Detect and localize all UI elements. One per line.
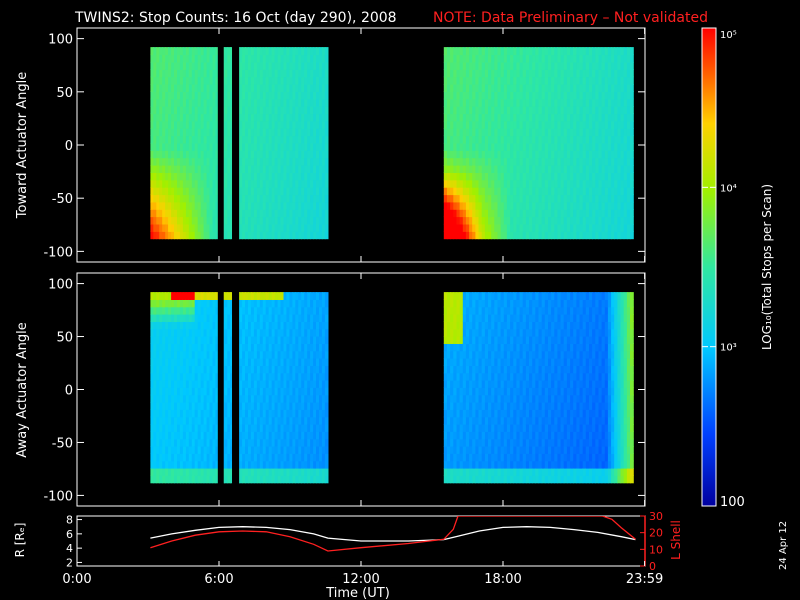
- radius-tick-label: 6: [66, 528, 73, 541]
- lshell-tick-label: 10: [649, 543, 663, 556]
- ytick-label: -50: [52, 436, 73, 451]
- lshell-tick-label: 0: [649, 560, 656, 573]
- colorbar-label: LOG₁₀(Total Stops per Scan): [760, 184, 774, 350]
- ytick-label: -100: [43, 245, 73, 260]
- colorbar-ticks: 10⁵ 10⁴ 10³ 100: [702, 27, 745, 510]
- time-tick-label: 18:00: [484, 572, 521, 587]
- colorbar-tick-label: 10⁴: [720, 183, 737, 194]
- ytick-label: 100: [48, 278, 73, 293]
- away-actuator-heatmap: 100 50 0 -50 -100: [43, 272, 646, 507]
- chart-title: TWINS2: Stop Counts: 16 Oct (day 290), 2…: [74, 10, 397, 26]
- toward-actuator-heatmap: 100 50 0 -50 -100: [43, 27, 646, 263]
- time-tick-label: 0:00: [62, 572, 91, 587]
- radius-tick-label: 4: [66, 542, 73, 555]
- ytick-label: 0: [65, 139, 73, 154]
- data-gap: [217, 29, 224, 261]
- radius-tick-label: 8: [66, 514, 73, 527]
- time-axis-label: Time (UT): [325, 586, 390, 600]
- time-tick-label: 6:00: [204, 572, 233, 587]
- colorbar: [701, 27, 717, 507]
- time-tick-label: 12:00: [342, 572, 379, 587]
- data-gap: [232, 274, 240, 505]
- colorbar-tick-label: 10³: [720, 343, 737, 354]
- ytick-label: 0: [65, 384, 73, 399]
- data-gap: [232, 29, 240, 261]
- colorbar-tick-label: 100: [720, 495, 745, 510]
- ytick-label: 100: [48, 33, 73, 48]
- lshell-line: [150, 516, 636, 552]
- colorbar-tick-label: 10⁵: [720, 30, 737, 41]
- time-axis: 0:00 6:00 12:00 18:00 23:59: [62, 572, 663, 587]
- ytick-label: 50: [56, 86, 73, 101]
- lshell-tick-label: 30: [649, 510, 663, 523]
- radius-line: [150, 526, 636, 542]
- time-tick-label: 23:59: [626, 572, 663, 587]
- away-ylabel: Away Actuator Angle: [15, 322, 30, 457]
- toward-ylabel: Toward Actuator Angle: [15, 72, 30, 219]
- lshell-tick-label: 20: [649, 527, 663, 540]
- generation-date: 24 Apr 12: [778, 521, 789, 570]
- ytick-label: 50: [56, 331, 73, 346]
- preliminary-note: NOTE: Data Preliminary – Not validated: [433, 10, 708, 26]
- ytick-label: -100: [43, 489, 73, 504]
- data-gap: [217, 274, 224, 505]
- away-cells: [150, 292, 634, 484]
- ytick-label: -50: [52, 192, 73, 207]
- radius-ylabel: R [Rₑ]: [13, 523, 27, 558]
- radius-tick-label: 2: [66, 556, 73, 569]
- lshell-ylabel: L Shell: [669, 520, 683, 560]
